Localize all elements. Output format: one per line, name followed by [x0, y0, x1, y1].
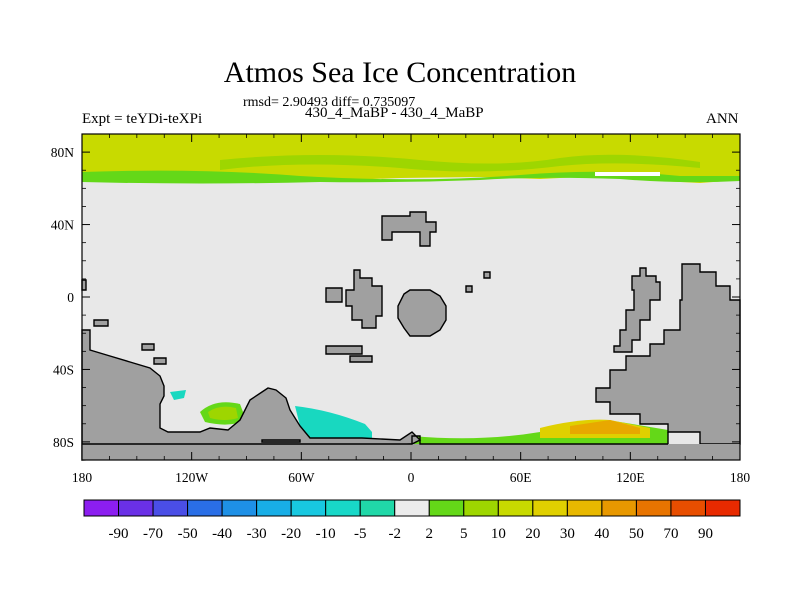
colorbar-box	[601, 499, 637, 517]
land-island-b	[465, 285, 473, 293]
colorbar-box	[428, 499, 465, 517]
chart-title: Atmos Sea Ice Concentration	[223, 56, 577, 89]
y-tick-label: 40N	[51, 218, 75, 233]
land-small-h	[153, 357, 167, 365]
colorbar-label: 40	[594, 526, 609, 542]
x-tick-label: 180	[730, 470, 751, 485]
colorbar-label: 70	[663, 526, 678, 542]
colorbar-box	[118, 499, 154, 517]
colorbar-label: -2	[388, 526, 401, 542]
colorbar-label: 5	[460, 526, 468, 542]
arctic-ice-high	[82, 134, 740, 183]
south-ice-patch-1-core	[208, 406, 238, 420]
land-small-d	[325, 345, 363, 355]
y-tick-label: 0	[67, 290, 74, 305]
colorbar-box	[152, 499, 189, 517]
land-small-g	[141, 343, 155, 351]
colorbar-label: 90	[698, 526, 713, 542]
experiment-label: Expt = teYDi-teXPi	[82, 111, 203, 127]
land-caribbean-block	[345, 269, 383, 329]
colorbar-box	[359, 499, 396, 517]
map-axes: 180 120W 60W 0 60E 120E 180 80N 40N 0 40S 80S	[51, 134, 751, 485]
south-ice-patch-2	[170, 390, 186, 400]
land-small-e	[349, 355, 373, 363]
arctic-ice-edge	[82, 170, 740, 184]
colorbar-box	[566, 499, 603, 517]
colorbar-box	[221, 499, 258, 517]
colorbar-box	[497, 499, 534, 517]
south-ice-band-peak	[570, 420, 640, 434]
colorbar-box	[670, 499, 706, 517]
colorbar-box	[325, 499, 361, 517]
x-tick-label: 60E	[510, 470, 532, 485]
map-field	[81, 133, 741, 461]
colorbar-label: -10	[316, 526, 336, 542]
colorbar-label: -40	[212, 526, 232, 542]
x-tick-label: 180	[72, 470, 93, 485]
chart-subtitle: rmsd= 2.90493 diff= 0.735097	[243, 95, 416, 110]
colorbar-label: -5	[354, 526, 367, 542]
colorbar-label: 2	[426, 526, 434, 542]
land-island-c	[483, 271, 491, 279]
colorbar-label: 10	[491, 526, 506, 542]
x-tick-label: 120W	[175, 470, 208, 485]
land-small-f	[93, 319, 109, 327]
colorbar-box	[463, 499, 499, 517]
colorbar-label: -50	[178, 526, 198, 542]
arctic-ice-gap	[595, 172, 660, 176]
land-se-asia	[613, 267, 661, 353]
colorbar-label: -30	[247, 526, 267, 542]
colorbar-label: -20	[281, 526, 301, 542]
land-australia-east	[595, 263, 741, 445]
colorbar-label: -90	[109, 526, 129, 542]
season-label: ANN	[706, 111, 739, 127]
colorbar-box	[704, 499, 741, 517]
colorbar-label: -70	[143, 526, 163, 542]
colorbar-box	[532, 499, 568, 517]
colorbar-box	[394, 499, 430, 517]
antarctic-coastline	[82, 432, 669, 445]
colorbar-box	[635, 499, 672, 517]
colorbar-box	[83, 499, 120, 517]
arctic-ice-mid	[220, 154, 700, 172]
y-tick-label: 40S	[53, 362, 74, 377]
colorbar-box	[187, 499, 223, 517]
land-north-africa-block	[381, 211, 437, 247]
colorbar-label: 30	[560, 526, 575, 542]
comparison-label: 430_4_MaBP - 430_4_MaBP	[305, 105, 484, 121]
colorbar-box	[256, 499, 292, 517]
x-tick-label: 60W	[288, 470, 315, 485]
south-ice-patch-3	[295, 406, 372, 442]
colorbar: -90 -70 -50 -40 -30 -20 -10 -5 -2 2 5 10 20 30 40 50 70 9…	[83, 499, 741, 542]
x-tick-label: 0	[408, 470, 415, 485]
land-antarctic-gap	[261, 439, 301, 443]
colorbar-box	[290, 499, 327, 517]
colorbar-label: 20	[525, 526, 540, 542]
y-tick-label: 80S	[53, 435, 74, 450]
land-west-africa	[397, 289, 447, 337]
colorbar-label: 50	[629, 526, 644, 542]
land-island-a	[325, 287, 343, 303]
y-tick-label: 80N	[51, 145, 75, 160]
x-tick-label: 120E	[616, 470, 645, 485]
